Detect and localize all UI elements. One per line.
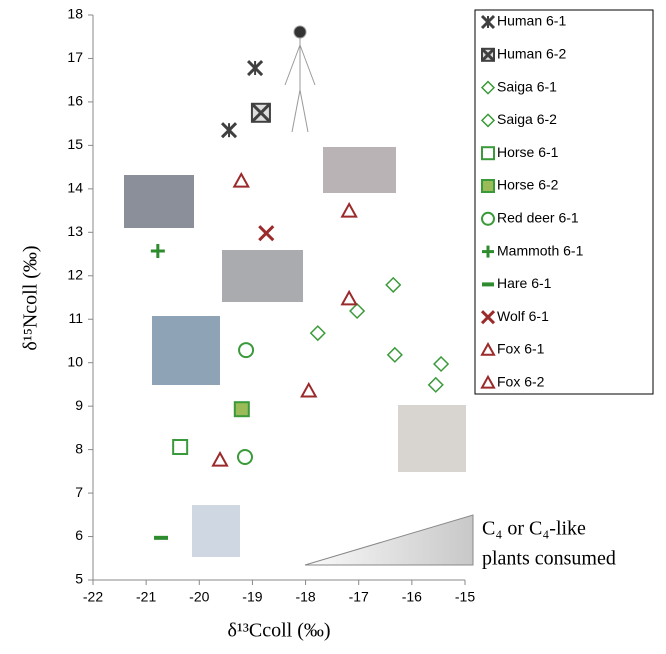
marker (222, 123, 236, 137)
photo-saiga (398, 405, 466, 472)
marker-part (342, 292, 356, 305)
marker-part (302, 384, 316, 397)
x-axis-label: δ¹³Ccoll (‰) (227, 620, 330, 642)
y-tick-label: 10 (67, 353, 83, 369)
x-tick-label: -18 (295, 589, 315, 605)
y-tick-label: 7 (75, 484, 83, 500)
marker (173, 440, 187, 454)
legend-label: Fox 6-2 (497, 374, 545, 390)
marker (235, 402, 249, 416)
marker-part (234, 174, 248, 187)
legend-label: Hare 6-1 (497, 275, 552, 291)
marker-part (342, 204, 356, 217)
marker-part (434, 357, 448, 371)
photo-fox (323, 147, 396, 193)
legend-label: Red deer 6-1 (497, 210, 579, 226)
y-axis-label: δ¹⁵Ncoll (‰) (20, 245, 42, 350)
legend-label: Human 6-2 (497, 46, 566, 62)
marker (342, 204, 356, 217)
y-tick-label: 15 (67, 136, 83, 152)
y-tick-label: 16 (67, 93, 83, 109)
y-tick-label: 6 (75, 527, 83, 543)
marker-part (238, 450, 252, 464)
x-tick-label: -21 (136, 589, 156, 605)
y-tick-label: 18 (67, 6, 83, 22)
marker-part (350, 304, 364, 318)
y-tick-label: 13 (67, 223, 83, 239)
marker-part (213, 453, 227, 466)
x-tick-label: -17 (349, 589, 369, 605)
x-tick-label: -20 (189, 589, 209, 605)
legend-label: Horse 6-2 (497, 177, 559, 193)
y-tick-label: 11 (68, 310, 83, 326)
annotation: plants consumed (482, 548, 616, 570)
x-tick-label: -16 (402, 589, 422, 605)
y-tick-label: 12 (67, 266, 83, 282)
photo-wolf (222, 250, 303, 302)
x-tick-label: -22 (83, 589, 103, 605)
photo-deer (152, 316, 220, 385)
photos (124, 26, 466, 557)
y-tick-label: 9 (75, 397, 83, 413)
marker (234, 174, 248, 187)
legend-marker (482, 49, 494, 61)
marker-part (482, 180, 494, 192)
annotation: C₄ or C₄-like (482, 518, 586, 540)
y-tick-label: 5 (75, 571, 83, 587)
x-tick-label: -15 (455, 589, 475, 605)
chart: C₄ or C₄-like plants consumed δ¹³Ccoll (… (0, 0, 666, 649)
marker (386, 278, 400, 292)
marker-part (239, 343, 253, 357)
legend-label: Saiga 6-2 (497, 111, 557, 127)
marker (311, 326, 325, 340)
skeleton (285, 26, 315, 132)
marker (248, 61, 262, 75)
marker (388, 348, 402, 362)
legend-marker (482, 180, 494, 192)
y-tick-label: 14 (67, 180, 83, 196)
marker (342, 292, 356, 305)
marker (252, 104, 270, 122)
legend (475, 10, 653, 394)
photo-hare (192, 505, 240, 557)
marker (259, 226, 273, 240)
legend-label: Saiga 6-1 (497, 78, 557, 94)
y-tick-label: 17 (67, 49, 83, 65)
legend-label: Horse 6-1 (497, 144, 559, 160)
legend-label: Human 6-1 (497, 13, 566, 29)
marker (238, 450, 252, 464)
marker-part (386, 278, 400, 292)
x-tick-label: -19 (242, 589, 262, 605)
marker-part (311, 326, 325, 340)
marker-part (235, 402, 249, 416)
wedge (305, 515, 473, 565)
marker (434, 357, 448, 371)
marker (213, 453, 227, 466)
photo-mammoth (124, 175, 194, 228)
marker (151, 244, 165, 258)
marker-part (388, 348, 402, 362)
y-tick-label: 8 (75, 440, 83, 456)
marker (429, 378, 443, 392)
marker (239, 343, 253, 357)
legend-label: Fox 6-1 (497, 341, 545, 357)
legend-label: Wolf 6-1 (497, 308, 549, 324)
marker (302, 384, 316, 397)
legend-label: Mammoth 6-1 (497, 242, 584, 258)
marker-part (429, 378, 443, 392)
marker-part (173, 440, 187, 454)
marker (350, 304, 364, 318)
